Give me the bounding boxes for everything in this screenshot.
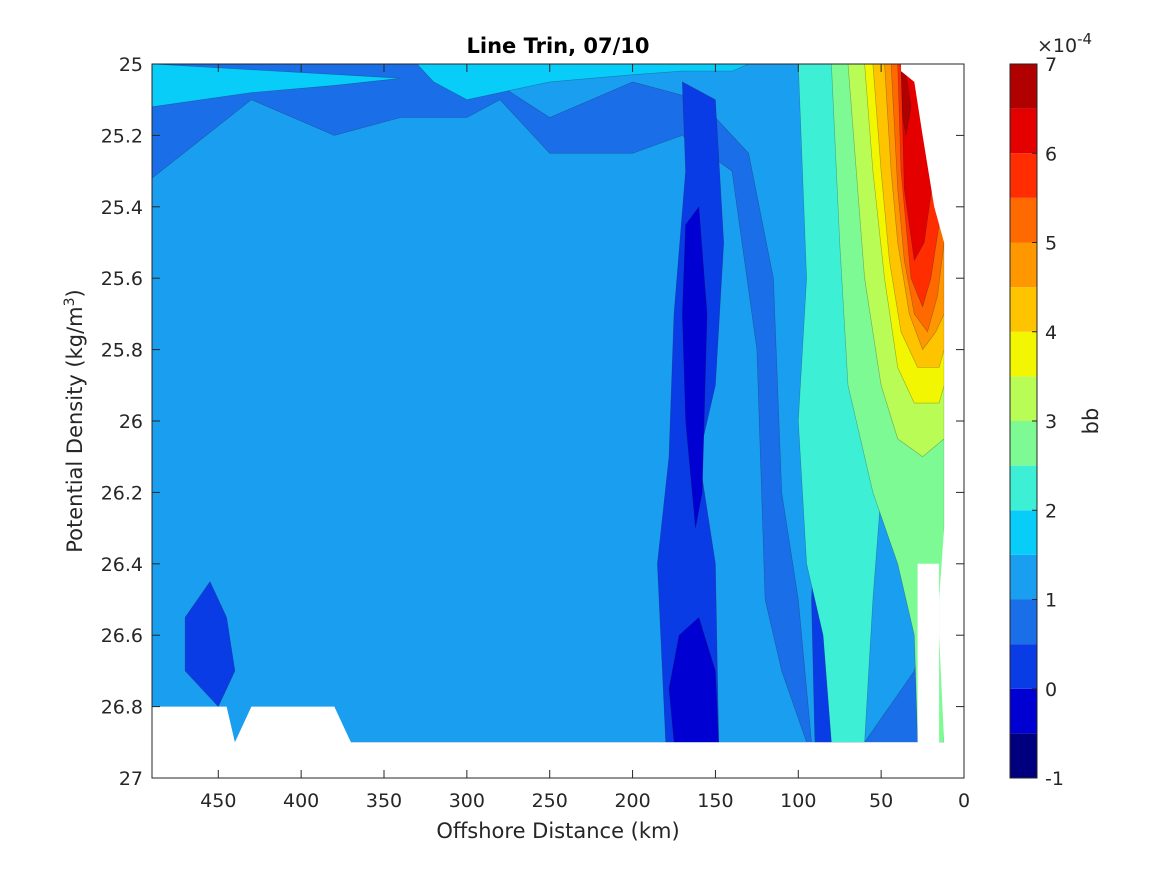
y-axis-label-superscript: 3 bbox=[62, 297, 78, 306]
no-data-region-2 bbox=[152, 706, 964, 778]
colorbar-swatch bbox=[1010, 421, 1037, 466]
contour-fill-layer bbox=[152, 64, 964, 778]
y-tick-label: 26.2 bbox=[101, 482, 143, 504]
x-tick-label: 350 bbox=[366, 790, 402, 812]
colorbar-swatch bbox=[1010, 688, 1037, 734]
x-axis-label: Offshore Distance (km) bbox=[436, 819, 679, 843]
colorbar-swatch bbox=[1010, 376, 1037, 421]
colorbar-tick-label: 0 bbox=[1045, 679, 1057, 701]
colorbar-tick-label: 4 bbox=[1045, 322, 1057, 344]
x-tick-label: 450 bbox=[200, 790, 236, 812]
chart-title: Line Trin, 07/10 bbox=[466, 34, 649, 58]
contour-region-2 bbox=[152, 64, 749, 108]
colorbar-swatch bbox=[1010, 108, 1037, 154]
colorbar-swatch bbox=[1010, 153, 1037, 198]
y-tick-label: 25.2 bbox=[101, 125, 143, 147]
colorbar-swatch bbox=[1010, 197, 1037, 243]
y-tick-label: 25.6 bbox=[101, 268, 143, 290]
y-tick-label: 25.8 bbox=[101, 340, 143, 362]
x-tick-label: 200 bbox=[614, 790, 650, 812]
y-axis-label: Potential Density (kg/m3) bbox=[62, 289, 87, 553]
colorbar-tick-label: 5 bbox=[1045, 233, 1057, 255]
y-axis: 25 25.2 25.4 25.6 25.8 26 26.2 26.4 26.6 26.8 27 bbox=[101, 54, 964, 790]
colorbar-tick-label: 7 bbox=[1045, 54, 1057, 76]
colorbar-swatch bbox=[1010, 287, 1037, 332]
no-data-region-1 bbox=[917, 563, 940, 761]
x-tick-label: 150 bbox=[697, 790, 733, 812]
contour-region-1 bbox=[152, 64, 945, 743]
colorbar-swatch bbox=[1010, 64, 1037, 109]
x-tick-label: 250 bbox=[532, 790, 568, 812]
x-tick-label: 300 bbox=[449, 790, 485, 812]
contour-region-5 bbox=[184, 580, 236, 708]
colorbar-swatch bbox=[1010, 510, 1037, 555]
colorbar-swatch bbox=[1010, 242, 1037, 288]
y-tick-label: 26.4 bbox=[101, 554, 143, 576]
colorbar-multiplier-exponent: -4 bbox=[1077, 30, 1092, 48]
y-axis-label-close: ) bbox=[63, 289, 87, 297]
colorbar-tick-label: 2 bbox=[1045, 500, 1057, 522]
colorbar-tick-label: 1 bbox=[1045, 590, 1057, 612]
y-tick-label: 26.8 bbox=[101, 697, 143, 719]
x-axis: 450 400 350 300 250 200 150 100 50 0 bbox=[200, 64, 970, 812]
y-tick-label: 27 bbox=[119, 768, 143, 790]
colorbar-swatch bbox=[1010, 331, 1037, 377]
colorbar-tick-label: -1 bbox=[1045, 768, 1064, 790]
y-tick-label: 26.6 bbox=[101, 625, 143, 647]
colorbar-swatch bbox=[1010, 733, 1037, 778]
colorbar-swatch bbox=[1010, 554, 1037, 600]
colorbar-swatch bbox=[1010, 644, 1037, 689]
colorbar-multiplier: ×10-4 bbox=[1037, 30, 1092, 57]
colorbar-swatch bbox=[1010, 599, 1037, 645]
colorbar-tick-label: 3 bbox=[1045, 411, 1057, 433]
colorbar-frame bbox=[1009, 63, 1038, 779]
x-tick-label: 400 bbox=[283, 790, 319, 812]
contour-region-6 bbox=[681, 205, 708, 529]
colorbar: -1 0 1 2 3 4 5 6 7 bbox=[1010, 54, 1064, 790]
y-tick-label: 25 bbox=[119, 54, 143, 76]
x-tick-label: 100 bbox=[780, 790, 816, 812]
colorbar-tick-label: 6 bbox=[1045, 143, 1057, 165]
colorbar-label: bb bbox=[1079, 408, 1103, 435]
x-tick-label: 0 bbox=[958, 790, 970, 812]
y-tick-label: 25.4 bbox=[101, 197, 143, 219]
colorbar-multiplier-prefix: ×10 bbox=[1037, 35, 1077, 57]
y-tick-label: 26 bbox=[119, 411, 143, 433]
x-tick-label: 50 bbox=[869, 790, 893, 812]
y-axis-label-main: Potential Density (kg/m bbox=[63, 306, 87, 552]
no-data-region-0 bbox=[901, 64, 964, 778]
contour-region-17 bbox=[896, 64, 912, 136]
colorbar-swatch bbox=[1010, 465, 1037, 511]
